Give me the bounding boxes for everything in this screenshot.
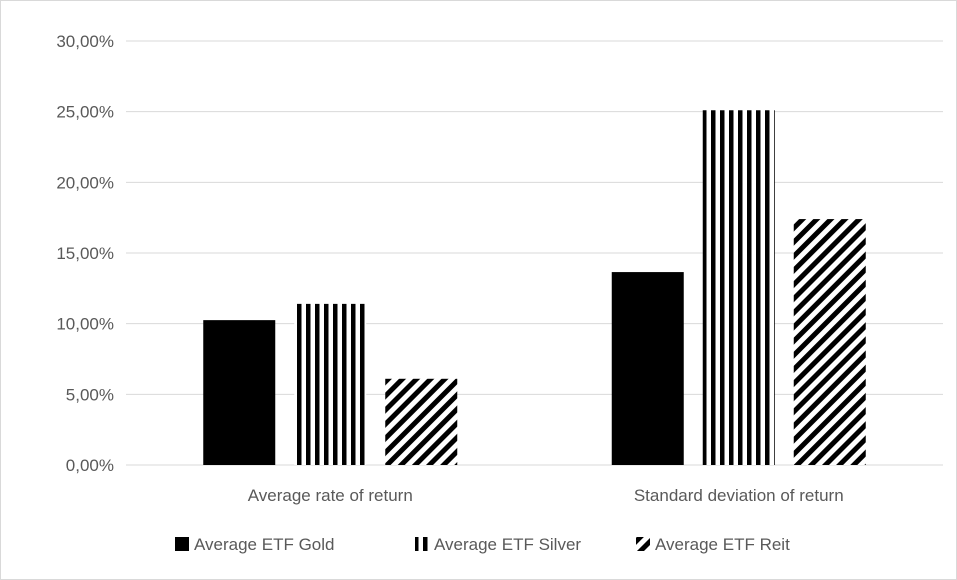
legend-label-average-etf-silver: Average ETF Silver: [434, 535, 581, 554]
x-category-label: Standard deviation of return: [634, 486, 844, 505]
y-tick-label: 15,00%: [56, 244, 114, 263]
bars: [203, 110, 866, 466]
x-category-label: Average rate of return: [248, 486, 413, 505]
bar-average-etf-silver-standard-deviation-of-return: [702, 110, 775, 466]
bar-average-etf-silver-average-rate-of-return: [294, 303, 367, 465]
bar-average-etf-gold-standard-deviation-of-return: [611, 272, 684, 465]
legend-swatch-average-etf-gold: [175, 537, 189, 551]
y-tick-label: 25,00%: [56, 103, 114, 122]
y-axis: 0,00% 5,00% 10,00% 15,00% 20,00% 25,00% 30,00%: [56, 32, 114, 475]
y-tick-label: 0,00%: [66, 456, 114, 475]
legend-swatch-average-etf-reit: [636, 537, 650, 551]
y-tick-label: 10,00%: [56, 315, 114, 334]
legend-label-average-etf-reit: Average ETF Reit: [655, 535, 790, 554]
legend: Average ETF Gold Average ETF Silver Averag…: [175, 535, 790, 554]
y-tick-label: 5,00%: [66, 385, 114, 404]
bar-average-etf-gold-average-rate-of-return: [203, 320, 276, 465]
bar-average-etf-reit-standard-deviation-of-return: [793, 219, 866, 465]
legend-swatch-average-etf-silver: [415, 537, 429, 551]
x-axis: Average rate of return Standard deviation…: [248, 486, 844, 505]
bar-average-etf-reit-average-rate-of-return: [385, 378, 458, 465]
legend-label-average-etf-gold: Average ETF Gold: [194, 535, 334, 554]
y-tick-label: 20,00%: [56, 173, 114, 192]
y-tick-label: 30,00%: [56, 32, 114, 51]
